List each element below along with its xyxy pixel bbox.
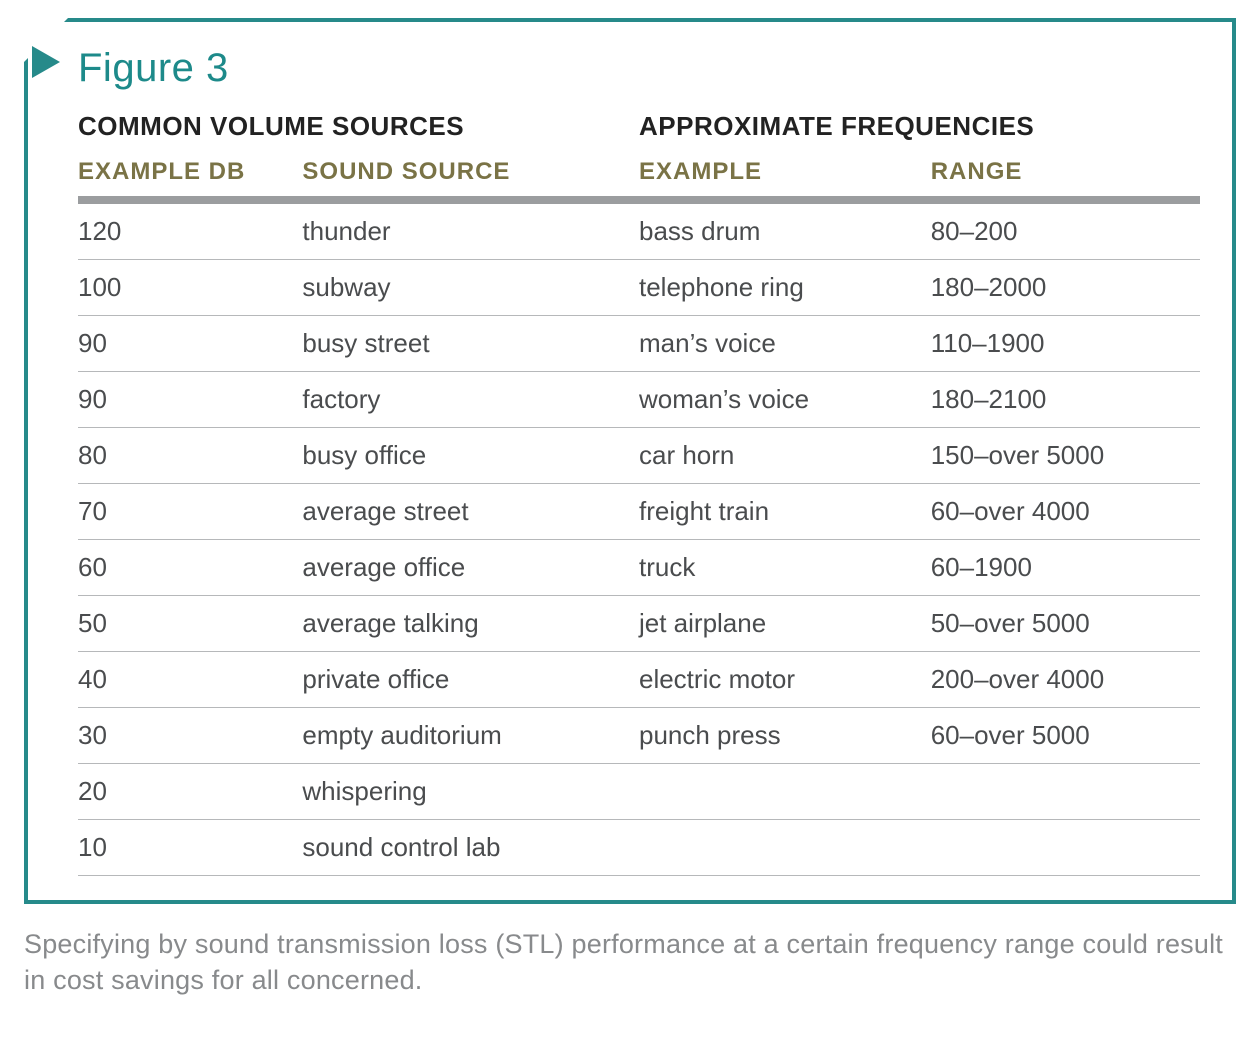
cell-source: empty auditorium	[302, 708, 639, 764]
cell-example: telephone ring	[639, 260, 931, 316]
cell-source: busy office	[302, 428, 639, 484]
cell-range: 50–over 5000	[931, 596, 1200, 652]
cell-source: subway	[302, 260, 639, 316]
cell-example: car horn	[639, 428, 931, 484]
cell-example: truck	[639, 540, 931, 596]
cell-source: average talking	[302, 596, 639, 652]
cell-example	[639, 820, 931, 876]
cell-example: electric motor	[639, 652, 931, 708]
data-table: COMMON VOLUME SOURCES APPROXIMATE FREQUE…	[78, 105, 1200, 876]
cell-source: private office	[302, 652, 639, 708]
page: Figure 3 COMMON VOLUME SOURCES APPROXIMA…	[0, 0, 1260, 1029]
cell-range: 180–2100	[931, 372, 1200, 428]
cell-range: 60–1900	[931, 540, 1200, 596]
table-row: 80busy officecar horn150–over 5000	[78, 428, 1200, 484]
cell-range: 180–2000	[931, 260, 1200, 316]
column-header-row: EXAMPLE DB SOUND SOURCE EXAMPLE RANGE	[78, 154, 1200, 200]
group-header-row: COMMON VOLUME SOURCES APPROXIMATE FREQUE…	[78, 105, 1200, 154]
table-row: 30empty auditoriumpunch press60–over 500…	[78, 708, 1200, 764]
table-row: 100subwaytelephone ring180–2000	[78, 260, 1200, 316]
table-body: 120thunderbass drum80–200100subwayteleph…	[78, 200, 1200, 876]
cell-example: freight train	[639, 484, 931, 540]
cell-db: 120	[78, 200, 302, 260]
cell-source: average office	[302, 540, 639, 596]
cell-range: 200–over 4000	[931, 652, 1200, 708]
cell-db: 20	[78, 764, 302, 820]
cell-example: woman’s voice	[639, 372, 931, 428]
col-header-example: EXAMPLE	[639, 154, 931, 200]
cell-db: 50	[78, 596, 302, 652]
table-row: 20whispering	[78, 764, 1200, 820]
cell-range: 80–200	[931, 200, 1200, 260]
figure-box: Figure 3 COMMON VOLUME SOURCES APPROXIMA…	[24, 18, 1236, 904]
cell-db: 40	[78, 652, 302, 708]
cell-range: 60–over 5000	[931, 708, 1200, 764]
cell-range: 60–over 4000	[931, 484, 1200, 540]
col-header-example-db: EXAMPLE DB	[78, 154, 302, 200]
figure-title: Figure 3	[78, 46, 1200, 91]
cell-source: average street	[302, 484, 639, 540]
corner-arrow-icon	[32, 46, 60, 78]
cell-db: 100	[78, 260, 302, 316]
cell-db: 60	[78, 540, 302, 596]
cell-db: 30	[78, 708, 302, 764]
cell-source: factory	[302, 372, 639, 428]
cell-source: thunder	[302, 200, 639, 260]
cell-range: 110–1900	[931, 316, 1200, 372]
cell-example: punch press	[639, 708, 931, 764]
cell-db: 90	[78, 372, 302, 428]
table-row: 90busy streetman’s voice110–1900	[78, 316, 1200, 372]
table-row: 10sound control lab	[78, 820, 1200, 876]
group-header-right: APPROXIMATE FREQUENCIES	[639, 105, 1200, 154]
table-row: 70average streetfreight train60–over 400…	[78, 484, 1200, 540]
group-header-left: COMMON VOLUME SOURCES	[78, 105, 639, 154]
table-row: 60average officetruck60–1900	[78, 540, 1200, 596]
col-header-sound-source: SOUND SOURCE	[302, 154, 639, 200]
cell-source: whispering	[302, 764, 639, 820]
cell-db: 80	[78, 428, 302, 484]
cell-range: 150–over 5000	[931, 428, 1200, 484]
cell-example: jet airplane	[639, 596, 931, 652]
table-row: 90factorywoman’s voice180–2100	[78, 372, 1200, 428]
cell-example	[639, 764, 931, 820]
cell-range	[931, 764, 1200, 820]
cell-source: sound control lab	[302, 820, 639, 876]
cell-db: 10	[78, 820, 302, 876]
cell-db: 70	[78, 484, 302, 540]
cell-example: bass drum	[639, 200, 931, 260]
cell-source: busy street	[302, 316, 639, 372]
table-row: 120thunderbass drum80–200	[78, 200, 1200, 260]
table-row: 50average talkingjet airplane50–over 500…	[78, 596, 1200, 652]
cell-example: man’s voice	[639, 316, 931, 372]
table-row: 40private officeelectric motor200–over 4…	[78, 652, 1200, 708]
cell-range	[931, 820, 1200, 876]
cell-db: 90	[78, 316, 302, 372]
col-header-range: RANGE	[931, 154, 1200, 200]
caption-text: Specifying by sound transmission loss (S…	[24, 926, 1236, 999]
